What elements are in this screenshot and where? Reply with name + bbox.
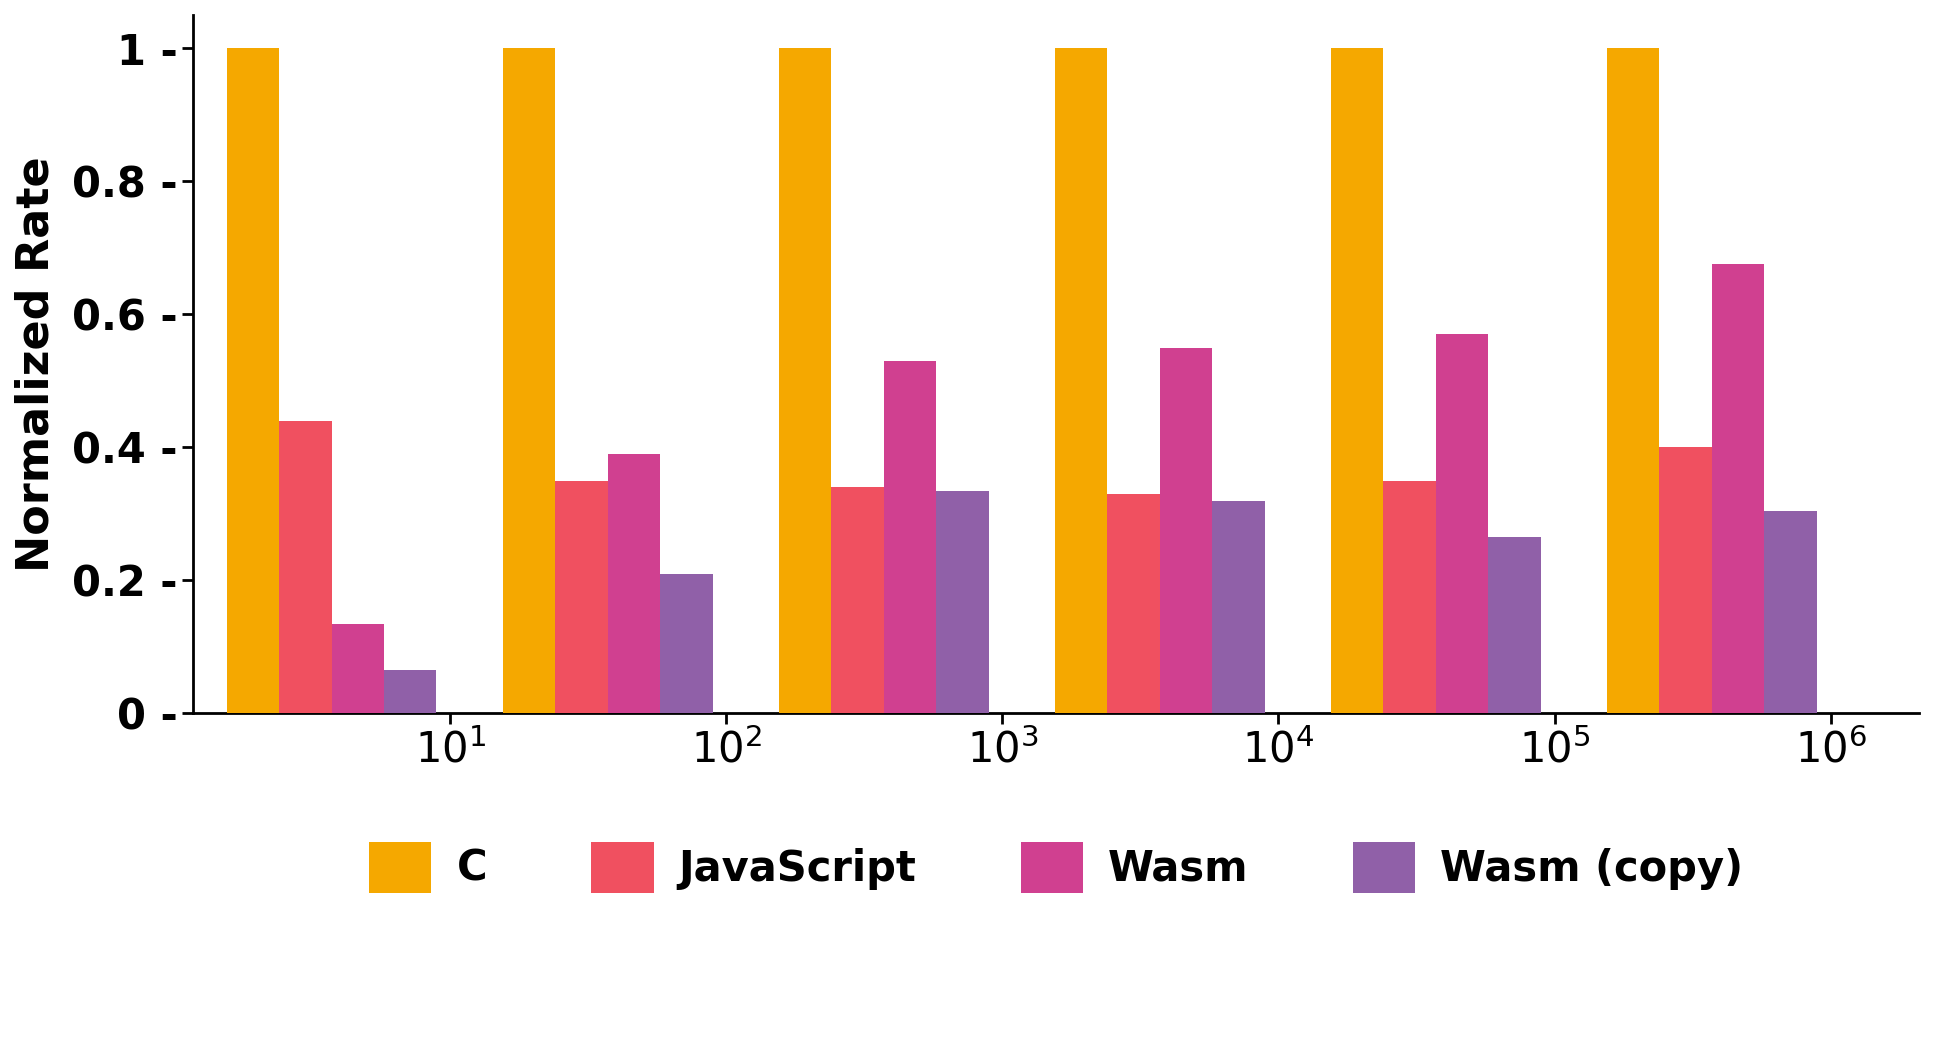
Y-axis label: Normalized Rate: Normalized Rate: [15, 156, 58, 572]
Bar: [884, 361, 936, 714]
Bar: [1489, 538, 1541, 714]
Bar: [1213, 500, 1265, 714]
Bar: [1712, 265, 1764, 714]
Bar: [1160, 348, 1213, 714]
Bar: [607, 454, 659, 714]
Bar: [555, 480, 607, 714]
Bar: [385, 670, 437, 714]
Bar: [1607, 48, 1659, 714]
Bar: [1054, 48, 1108, 714]
Bar: [1659, 447, 1712, 714]
Bar: [936, 491, 988, 714]
Bar: [1108, 494, 1160, 714]
Bar: [779, 48, 832, 714]
Bar: [1435, 334, 1489, 714]
Bar: [331, 624, 385, 714]
Bar: [832, 488, 884, 714]
Bar: [226, 48, 278, 714]
Bar: [659, 574, 712, 714]
Bar: [1331, 48, 1383, 714]
Bar: [1383, 480, 1435, 714]
Bar: [1764, 511, 1816, 714]
Legend: C, JavaScript, Wasm, Wasm (copy): C, JavaScript, Wasm, Wasm (copy): [352, 825, 1760, 910]
Bar: [503, 48, 555, 714]
Bar: [278, 421, 331, 714]
